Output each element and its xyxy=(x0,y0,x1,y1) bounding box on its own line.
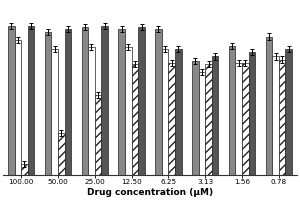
Bar xyxy=(192,61,199,175)
Bar xyxy=(236,63,242,175)
Bar xyxy=(82,27,88,175)
Bar xyxy=(118,29,125,175)
Bar xyxy=(28,26,34,175)
Bar xyxy=(58,133,64,175)
Bar xyxy=(279,60,285,175)
Bar xyxy=(21,164,28,175)
Bar xyxy=(15,40,21,175)
Bar xyxy=(95,95,101,175)
Bar xyxy=(229,46,236,175)
Bar xyxy=(51,49,58,175)
Bar xyxy=(101,26,108,175)
Bar xyxy=(266,37,272,175)
Bar xyxy=(45,32,51,175)
Bar xyxy=(205,64,212,175)
Bar xyxy=(125,47,132,175)
Bar xyxy=(88,47,95,175)
Bar xyxy=(162,49,168,175)
Bar xyxy=(168,63,175,175)
Bar xyxy=(8,26,15,175)
Bar xyxy=(138,27,145,175)
Bar xyxy=(212,56,218,175)
Bar xyxy=(242,63,249,175)
Bar xyxy=(132,64,138,175)
Bar xyxy=(155,29,162,175)
Bar xyxy=(249,52,255,175)
Bar xyxy=(272,56,279,175)
Bar xyxy=(175,49,182,175)
Bar xyxy=(285,49,292,175)
Bar xyxy=(199,72,205,175)
X-axis label: Drug concentration (μM): Drug concentration (μM) xyxy=(87,188,213,197)
Bar xyxy=(64,29,71,175)
